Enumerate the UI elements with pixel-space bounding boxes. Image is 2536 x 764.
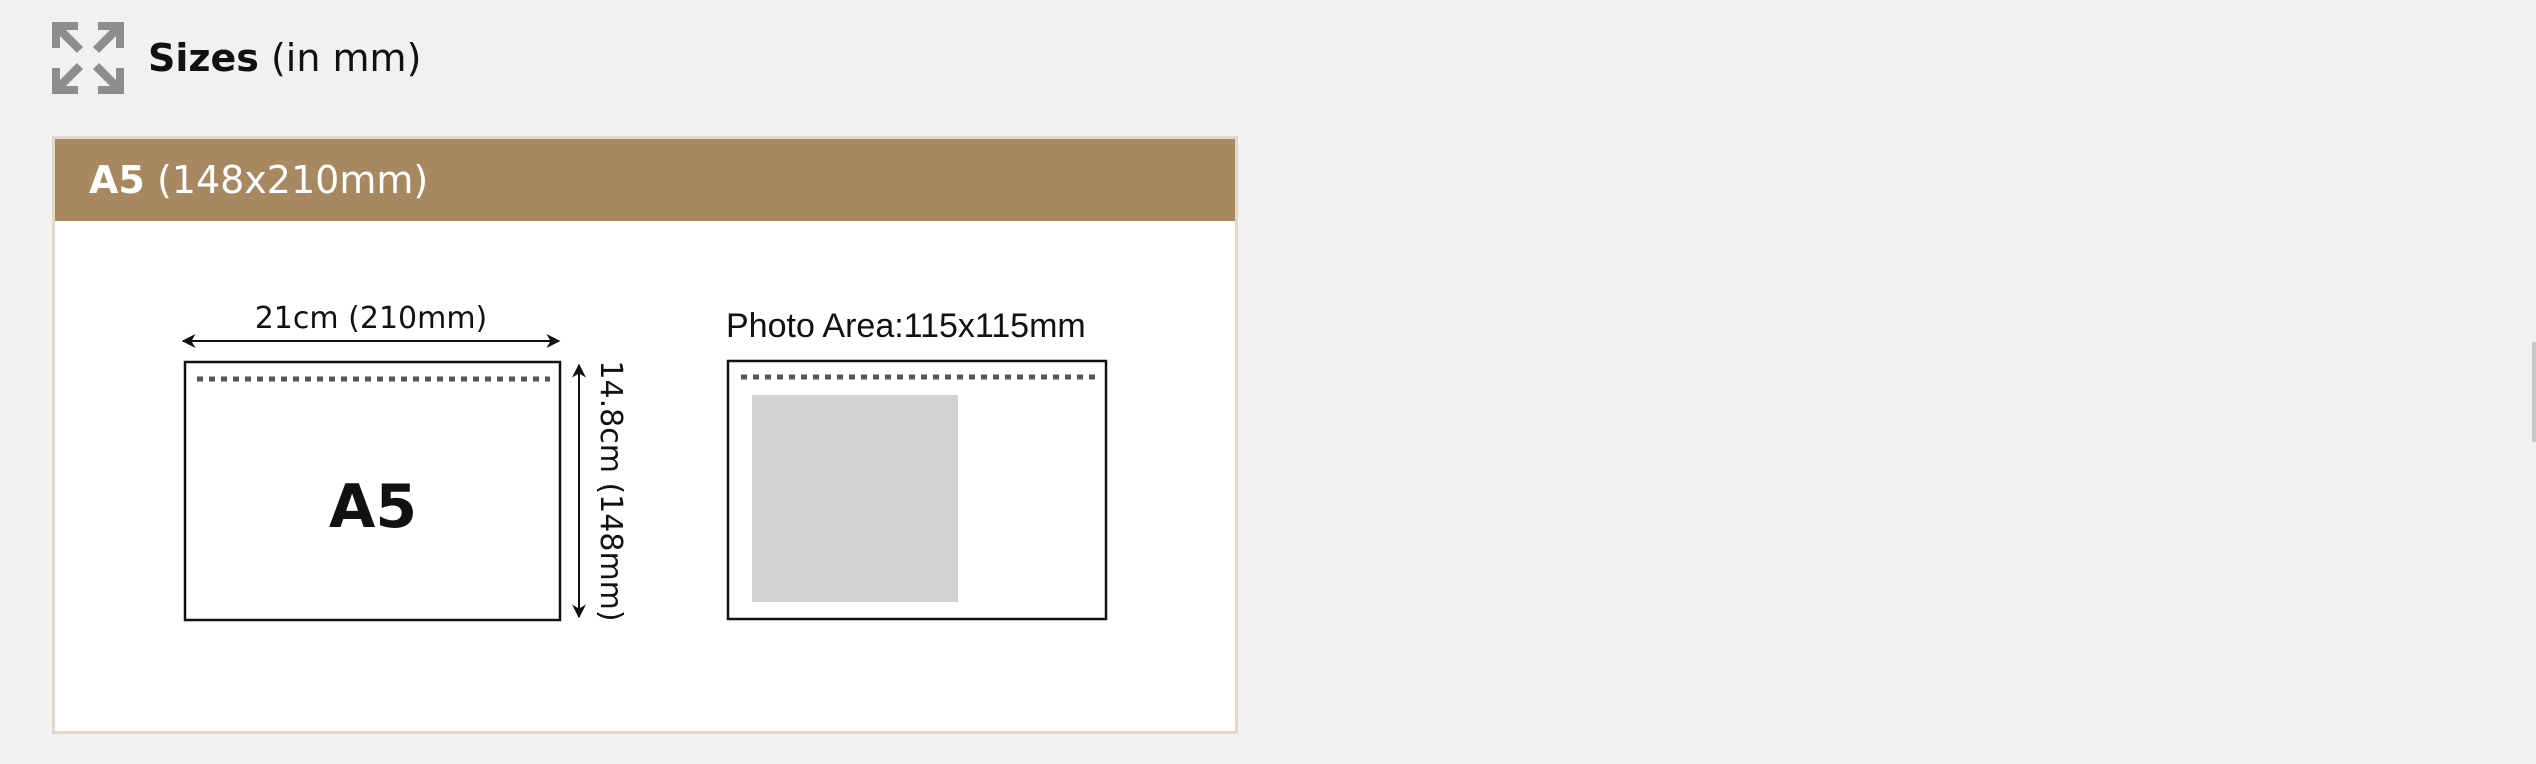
size-diagram: 21cm (210mm) A5 14.8cm (148mm) Photo Are… [181, 301, 1108, 622]
expand-arrows-icon [52, 22, 124, 94]
size-card-header: A5 (148x210mm) [55, 139, 1235, 221]
sizes-title-unit: (in mm) [258, 36, 422, 80]
photo-area-label: Photo Area:115x115mm [726, 307, 1086, 345]
size-card-a5: A5 (148x210mm) 21cm (210mm) A5 14.8cm (1… [52, 136, 1238, 734]
height-label: 14.8cm (148mm) [593, 360, 628, 621]
photo-sheet [726, 359, 1108, 621]
photo-area-box [752, 395, 958, 602]
sizes-title: Sizes (in mm) [148, 22, 421, 94]
sizes-section-header: Sizes (in mm) [52, 22, 421, 94]
size-card-title: A5 [89, 158, 145, 202]
width-label: 21cm (210mm) [255, 301, 488, 336]
a5-sheet [183, 360, 562, 622]
scrollbar-thumb[interactable] [2532, 342, 2536, 442]
sizes-title-strong: Sizes [148, 36, 259, 80]
size-card-dimensions: (148x210mm) [144, 158, 429, 202]
a5-format-label: A5 [329, 472, 417, 542]
